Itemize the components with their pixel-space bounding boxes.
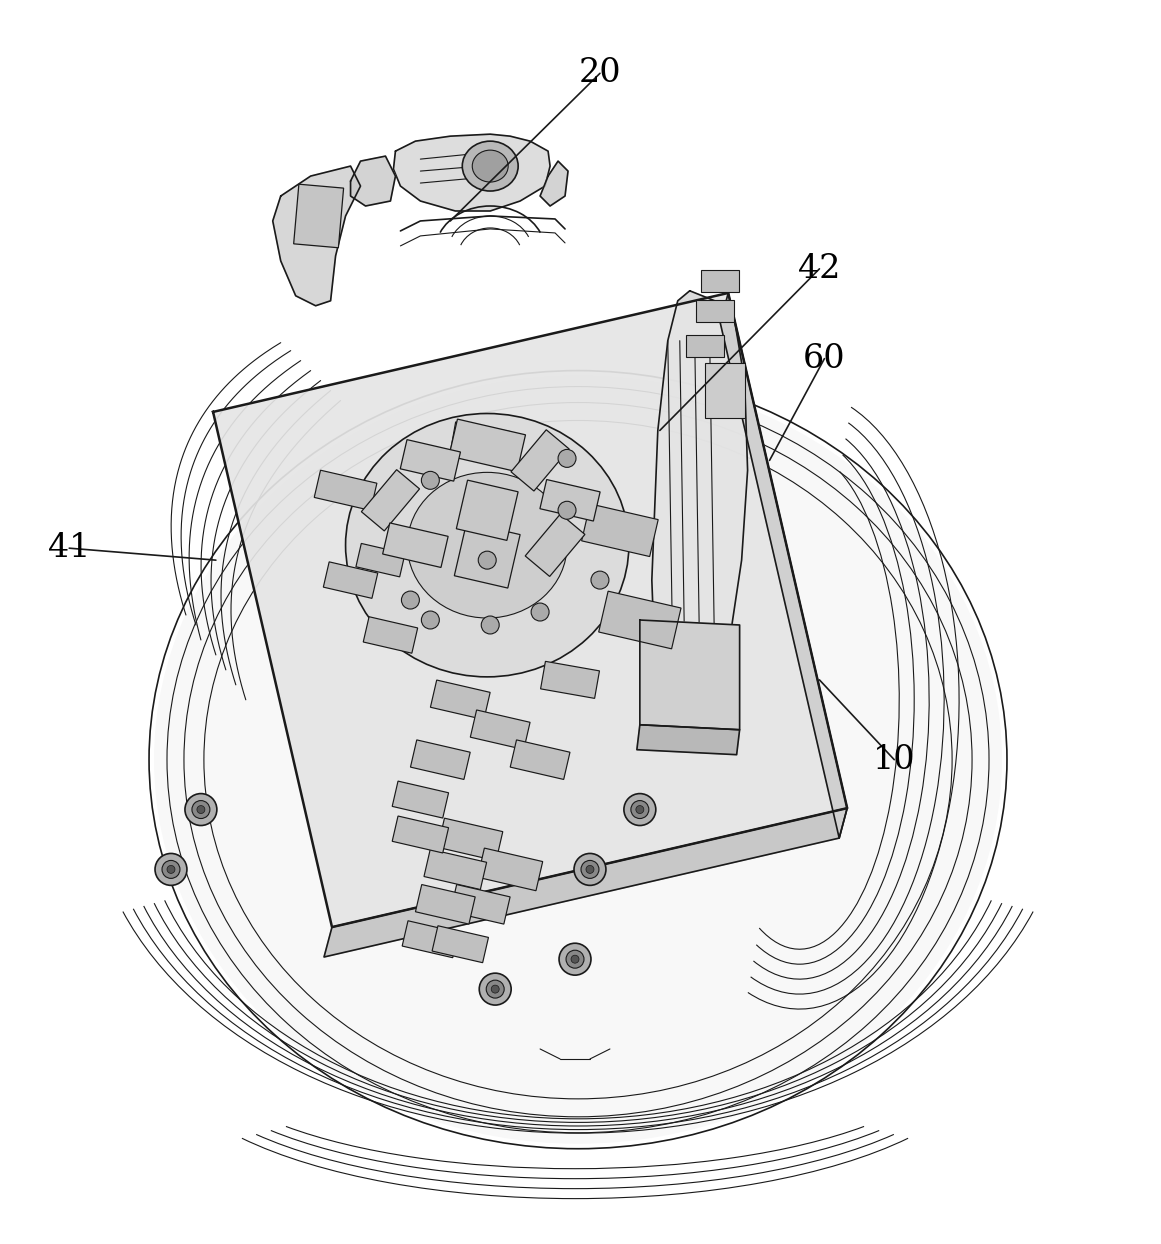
Circle shape — [482, 616, 499, 634]
Polygon shape — [525, 514, 585, 576]
Polygon shape — [599, 591, 682, 649]
Circle shape — [586, 866, 594, 873]
Polygon shape — [392, 781, 448, 819]
Polygon shape — [214, 294, 848, 927]
Circle shape — [185, 794, 217, 826]
Polygon shape — [705, 363, 744, 418]
Polygon shape — [540, 162, 568, 207]
Circle shape — [574, 853, 606, 886]
Polygon shape — [438, 819, 503, 861]
Text: 41: 41 — [48, 532, 91, 565]
Polygon shape — [640, 620, 740, 730]
Circle shape — [156, 853, 187, 886]
Polygon shape — [416, 884, 475, 924]
Polygon shape — [651, 291, 748, 690]
Circle shape — [478, 551, 496, 569]
Circle shape — [623, 794, 656, 826]
Polygon shape — [449, 419, 526, 471]
Polygon shape — [695, 300, 734, 322]
Circle shape — [421, 471, 439, 489]
Circle shape — [558, 449, 576, 468]
Polygon shape — [477, 848, 542, 891]
Polygon shape — [324, 809, 848, 957]
Ellipse shape — [462, 141, 518, 192]
Polygon shape — [356, 544, 405, 577]
Polygon shape — [720, 294, 848, 838]
Polygon shape — [392, 816, 448, 853]
Circle shape — [479, 973, 511, 1005]
Circle shape — [567, 950, 584, 968]
Text: 10: 10 — [873, 744, 916, 776]
Polygon shape — [510, 740, 570, 780]
Circle shape — [636, 806, 644, 814]
Polygon shape — [315, 470, 377, 510]
Polygon shape — [541, 662, 599, 698]
Circle shape — [630, 801, 649, 819]
Polygon shape — [701, 270, 738, 292]
Circle shape — [167, 866, 175, 873]
Polygon shape — [431, 680, 490, 719]
Polygon shape — [323, 562, 377, 598]
Circle shape — [486, 980, 504, 998]
Polygon shape — [361, 470, 419, 531]
Circle shape — [580, 861, 599, 878]
Polygon shape — [450, 422, 510, 459]
Polygon shape — [470, 710, 531, 750]
Polygon shape — [351, 156, 396, 207]
Circle shape — [163, 861, 180, 878]
Text: 20: 20 — [578, 57, 621, 90]
Polygon shape — [686, 335, 723, 357]
Polygon shape — [363, 617, 418, 653]
Circle shape — [197, 806, 204, 814]
Polygon shape — [394, 134, 550, 211]
Polygon shape — [456, 480, 518, 540]
Ellipse shape — [473, 151, 509, 182]
Polygon shape — [411, 740, 470, 780]
Polygon shape — [582, 504, 658, 556]
Polygon shape — [294, 184, 344, 248]
Circle shape — [531, 603, 549, 621]
Polygon shape — [383, 522, 448, 567]
Polygon shape — [273, 167, 361, 306]
Ellipse shape — [154, 376, 1002, 1143]
Circle shape — [560, 943, 591, 975]
Polygon shape — [540, 479, 600, 521]
Polygon shape — [402, 921, 459, 958]
Text: 42: 42 — [799, 253, 841, 285]
Ellipse shape — [408, 473, 567, 618]
Polygon shape — [511, 429, 569, 491]
Circle shape — [402, 591, 419, 610]
Circle shape — [192, 801, 210, 819]
Polygon shape — [432, 926, 489, 963]
Circle shape — [571, 955, 579, 963]
Polygon shape — [401, 439, 461, 481]
Polygon shape — [450, 884, 510, 924]
Circle shape — [558, 501, 576, 519]
Text: 60: 60 — [803, 342, 845, 374]
Circle shape — [591, 571, 608, 590]
Polygon shape — [424, 850, 486, 889]
Polygon shape — [454, 522, 520, 588]
Circle shape — [421, 611, 439, 629]
Ellipse shape — [346, 413, 629, 677]
Circle shape — [491, 985, 499, 993]
Polygon shape — [637, 725, 740, 755]
